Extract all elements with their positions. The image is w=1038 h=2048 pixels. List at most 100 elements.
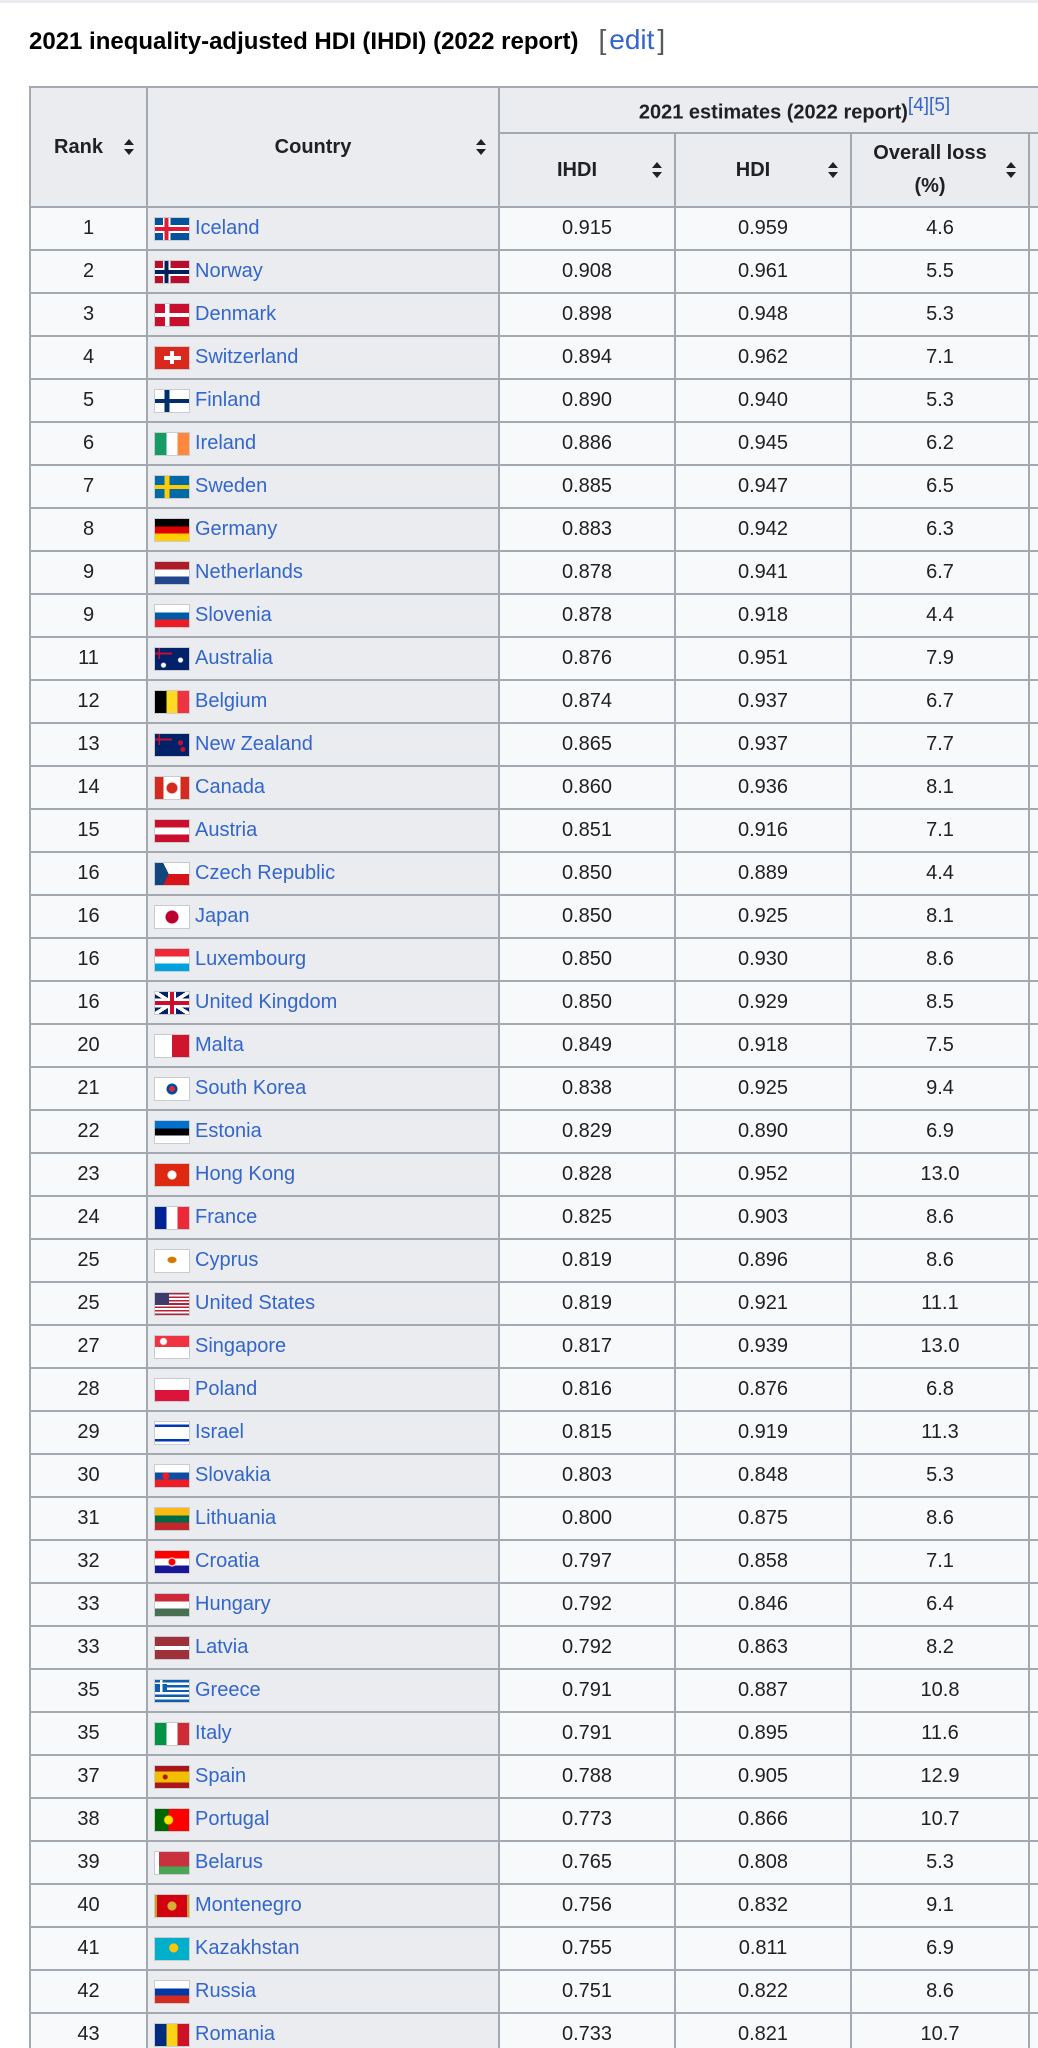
- country-link[interactable]: Japan: [195, 905, 250, 928]
- hdi-cell: 0.866: [674, 1797, 852, 1842]
- hdi-cell: 0.822: [674, 1969, 852, 2014]
- country-link[interactable]: United States: [195, 1292, 316, 1315]
- country-link[interactable]: Portugal: [195, 1808, 270, 1831]
- overall-loss-cell: 11.6: [850, 1711, 1030, 1756]
- country-link[interactable]: Denmark: [195, 303, 277, 326]
- country-link[interactable]: Russia: [195, 1980, 257, 2003]
- country-link[interactable]: Slovenia: [195, 604, 272, 627]
- country-link[interactable]: Hong Kong: [195, 1163, 296, 1186]
- ihdi-header[interactable]: IHDI: [498, 132, 676, 208]
- table-row: 22 Estonia 0.829 0.890 6.9: [29, 1109, 1038, 1154]
- ihdi-cell: 0.815: [498, 1410, 676, 1455]
- country-link[interactable]: Switzerland: [195, 346, 299, 369]
- overall-loss-cell: 7.5: [850, 1023, 1030, 1068]
- hdi-header[interactable]: HDI: [674, 132, 852, 208]
- rank-cell: 39: [29, 1840, 148, 1885]
- country-link[interactable]: Montenegro: [195, 1894, 302, 1917]
- overall-loss-header[interactable]: Overall loss (%): [850, 132, 1030, 208]
- rank-header[interactable]: Rank: [29, 86, 148, 208]
- overall-loss-cell: 4.6: [850, 206, 1030, 251]
- country-link[interactable]: Latvia: [195, 1636, 249, 1659]
- country-link[interactable]: Germany: [195, 518, 278, 541]
- next-column-cell: [1027, 679, 1038, 724]
- country-flag-icon: [155, 389, 189, 412]
- ihdi-cell: 0.850: [498, 851, 676, 896]
- hdi-cell: 0.947: [674, 464, 852, 509]
- country-link[interactable]: Czech Republic: [195, 862, 336, 885]
- country-link[interactable]: Croatia: [195, 1550, 260, 1573]
- country-link[interactable]: Cyprus: [195, 1249, 259, 1272]
- country-link[interactable]: Greece: [195, 1679, 261, 1702]
- rank-cell: 33: [29, 1582, 148, 1627]
- country-link[interactable]: Luxembourg: [195, 948, 307, 971]
- country-link[interactable]: Austria: [195, 819, 258, 842]
- country-link[interactable]: Israel: [195, 1421, 244, 1444]
- country-link[interactable]: Belarus: [195, 1851, 263, 1874]
- table-row: 12 Belgium 0.874 0.937 6.7: [29, 679, 1038, 724]
- country-link[interactable]: Iceland: [195, 217, 260, 240]
- rank-cell: 25: [29, 1238, 148, 1283]
- country-link[interactable]: Australia: [195, 647, 273, 670]
- group-references[interactable]: [4][5]: [907, 95, 951, 117]
- country-link[interactable]: Netherlands: [195, 561, 303, 584]
- country-flag-icon: [155, 733, 189, 756]
- country-link[interactable]: Finland: [195, 389, 261, 412]
- next-column-cell: [1027, 765, 1038, 810]
- country-link[interactable]: United Kingdom: [195, 991, 338, 1014]
- country-link[interactable]: New Zealand: [195, 733, 313, 756]
- country-link[interactable]: Poland: [195, 1378, 258, 1401]
- country-link[interactable]: Sweden: [195, 475, 268, 498]
- overall-loss-cell: 6.9: [850, 1926, 1030, 1971]
- table-viewport[interactable]: Rank Country 2021 estimates (2022 report…: [29, 86, 1038, 2048]
- country-header-label: Country: [274, 135, 352, 158]
- country-link[interactable]: Slovakia: [195, 1464, 271, 1487]
- table-row: 25 Cyprus 0.819 0.896 8.6: [29, 1238, 1038, 1283]
- country-link[interactable]: Malta: [195, 1034, 244, 1057]
- overall-loss-cell: 6.4: [850, 1582, 1030, 1627]
- table-row: 35 Greece 0.791 0.887 10.8: [29, 1668, 1038, 1713]
- rank-cell: 33: [29, 1625, 148, 1670]
- country-link[interactable]: Ireland: [195, 432, 257, 455]
- country-link[interactable]: France: [195, 1206, 258, 1229]
- country-header[interactable]: Country: [146, 86, 500, 208]
- country-flag-icon: [155, 1077, 189, 1100]
- ihdi-cell: 0.850: [498, 980, 676, 1025]
- country-cell: Israel: [146, 1410, 500, 1455]
- table-row: 1 Iceland 0.915 0.959 4.6: [29, 206, 1038, 251]
- table-row: 9 Netherlands 0.878 0.941 6.7: [29, 550, 1038, 595]
- country-cell: Denmark: [146, 292, 500, 337]
- rank-cell: 40: [29, 1883, 148, 1928]
- country-link[interactable]: South Korea: [195, 1077, 307, 1100]
- hdi-cell: 0.951: [674, 636, 852, 681]
- country-cell: Luxembourg: [146, 937, 500, 982]
- country-link[interactable]: Singapore: [195, 1335, 287, 1358]
- overall-loss-header-unit: (%): [914, 175, 946, 197]
- ihdi-cell: 0.825: [498, 1195, 676, 1240]
- overall-loss-cell: 7.1: [850, 1539, 1030, 1584]
- overall-loss-cell: 9.1: [850, 1883, 1030, 1928]
- hdi-cell: 0.936: [674, 765, 852, 810]
- rank-cell: 12: [29, 679, 148, 724]
- table-row: 2 Norway 0.908 0.961 5.5: [29, 249, 1038, 294]
- country-flag-icon: [155, 475, 189, 498]
- country-flag-icon: [155, 432, 189, 455]
- country-link[interactable]: Estonia: [195, 1120, 262, 1143]
- rank-header-label: Rank: [54, 135, 103, 158]
- country-link[interactable]: Norway: [195, 260, 263, 283]
- country-link[interactable]: Romania: [195, 2023, 276, 2046]
- country-link[interactable]: Spain: [195, 1765, 247, 1788]
- hdi-cell: 0.962: [674, 335, 852, 380]
- country-link[interactable]: Canada: [195, 776, 266, 799]
- country-link[interactable]: Hungary: [195, 1593, 271, 1616]
- table-row: 25 United States 0.819 0.921 11.1: [29, 1281, 1038, 1326]
- country-link[interactable]: Kazakhstan: [195, 1937, 300, 1960]
- country-link[interactable]: Italy: [195, 1722, 232, 1745]
- edit-link[interactable]: edit: [609, 24, 655, 55]
- next-column-cell: [1027, 1066, 1038, 1111]
- country-link[interactable]: Lithuania: [195, 1507, 277, 1530]
- overall-loss-cell: 6.7: [850, 550, 1030, 595]
- country-link[interactable]: Belgium: [195, 690, 268, 713]
- rank-cell: 6: [29, 421, 148, 466]
- rank-cell: 28: [29, 1367, 148, 1412]
- hdi-cell: 0.940: [674, 378, 852, 423]
